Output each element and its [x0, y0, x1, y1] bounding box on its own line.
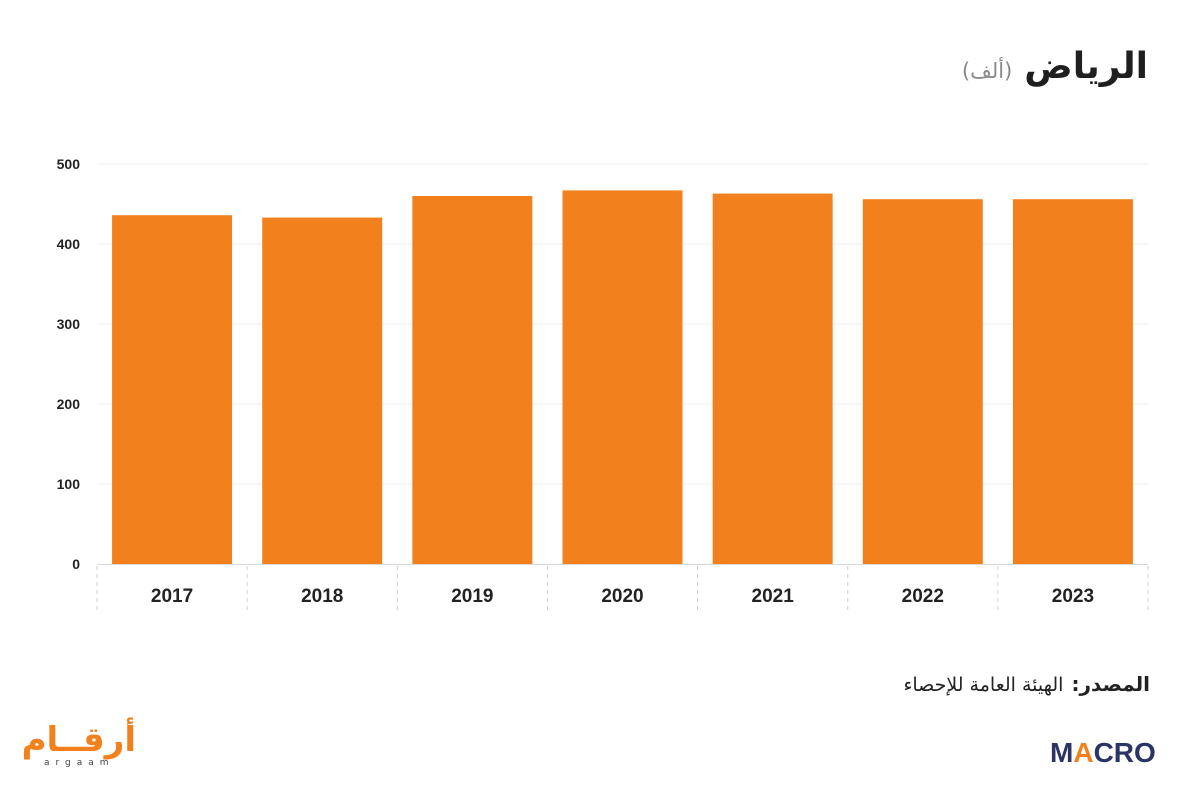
bar: [412, 196, 533, 564]
y-tick-label: 0: [72, 556, 80, 572]
source-note: المصدر: الهيئة العامة للإحصاء: [903, 672, 1150, 696]
source-value: الهيئة العامة للإحصاء: [903, 674, 1064, 696]
x-tick-label: 2018: [301, 586, 343, 607]
macro-logo-m: M: [1050, 737, 1074, 768]
bar: [262, 217, 383, 564]
bar: [712, 193, 833, 564]
y-tick-label: 300: [57, 316, 81, 332]
x-tick-label: 2023: [1052, 586, 1094, 607]
bar: [862, 199, 983, 564]
bar: [562, 190, 683, 564]
macro-logo-rest: CRO: [1093, 737, 1156, 768]
source-label: المصدر:: [1071, 672, 1150, 696]
argaam-logo: أرقــام argaam: [21, 720, 136, 772]
y-tick-label: 100: [57, 476, 81, 492]
chart-header: الرياض (ألف): [962, 46, 1148, 87]
chart-unit: (ألف): [961, 59, 1013, 83]
x-tick-label: 2017: [151, 586, 193, 607]
x-tick-label: 2019: [451, 586, 493, 607]
x-tick-label: 2021: [752, 586, 795, 607]
x-tick-label: 2020: [601, 586, 643, 607]
argaam-logo-arabic: أرقــام: [21, 720, 136, 760]
y-tick-label: 400: [57, 236, 81, 252]
chart-title: الرياض: [1024, 46, 1148, 87]
y-tick-label: 500: [57, 156, 81, 172]
x-tick-label: 2022: [902, 586, 944, 607]
bar: [112, 215, 233, 564]
y-tick-label: 200: [57, 396, 81, 412]
argaam-logo-latin: argaam: [44, 758, 115, 768]
macro-logo: MACRO: [1050, 737, 1156, 769]
bar-chart: 0 100 200 300 400 500 2017 2018 2019 2020 2021 2022…: [57, 156, 1149, 612]
bar: [1012, 199, 1133, 564]
macro-logo-a: A: [1073, 737, 1094, 768]
